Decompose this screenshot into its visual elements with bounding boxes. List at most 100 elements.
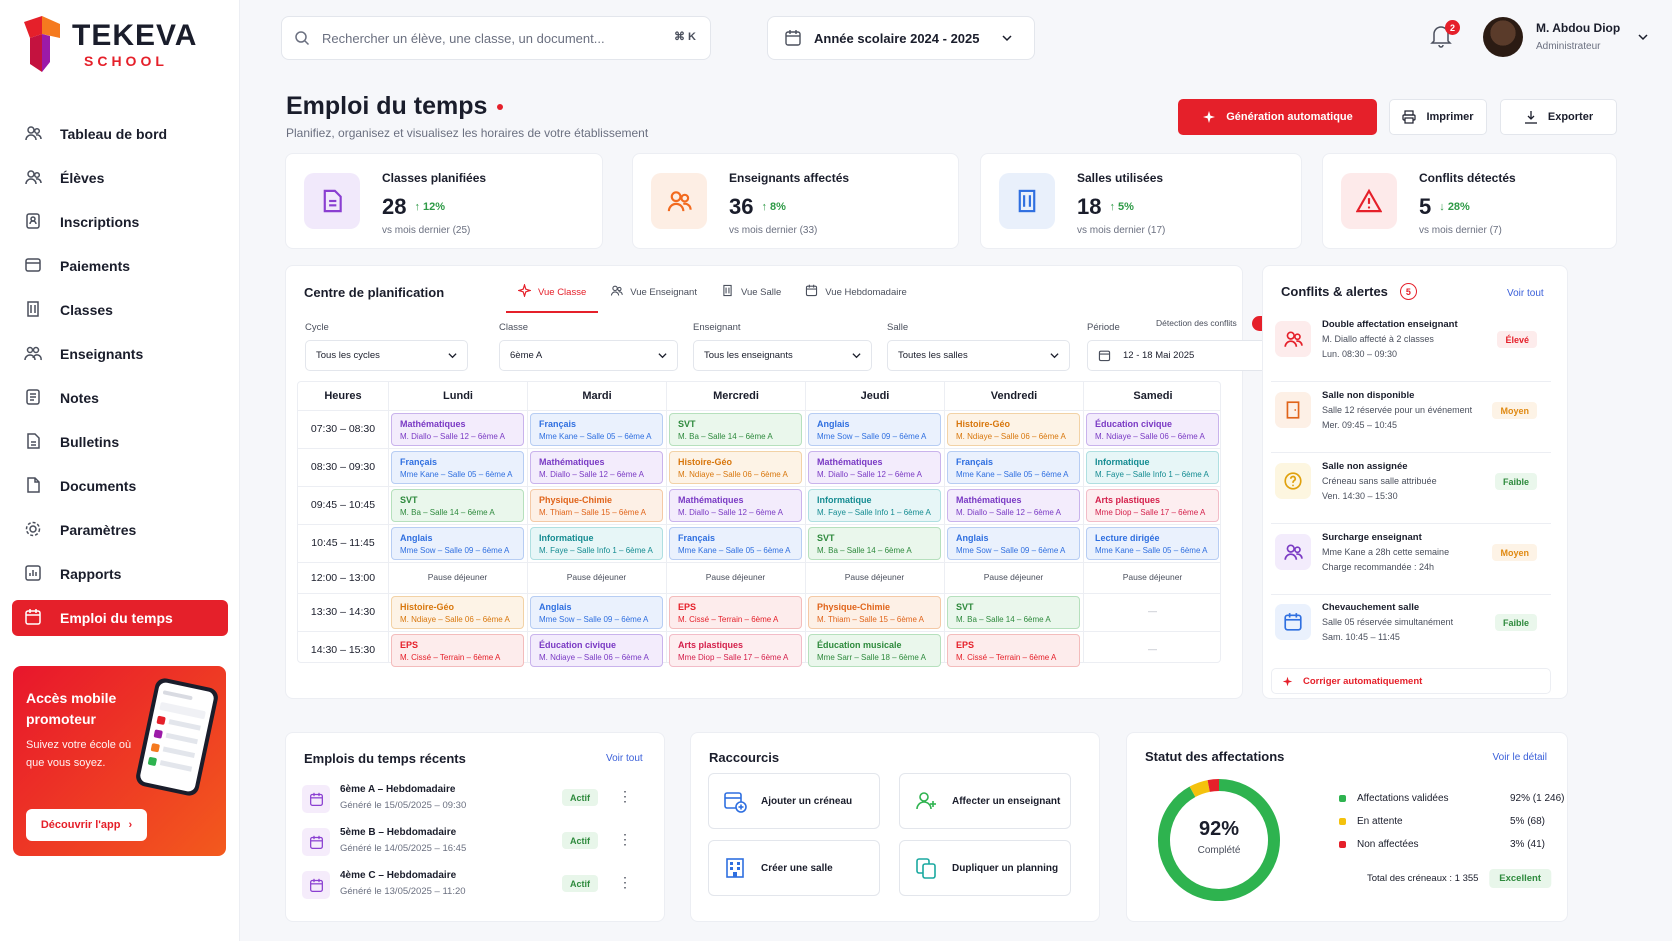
- recent-item[interactable]: 5ème B – Hebdomadaire Généré le 14/05/20…: [302, 824, 634, 866]
- empty-slot[interactable]: —: [1148, 644, 1157, 654]
- conflict-item[interactable]: Surcharge enseignant Mme Kane a 28h cett…: [1271, 532, 1543, 584]
- shortcuts-title: Raccourcis: [709, 750, 780, 765]
- grid-row-divider: [298, 410, 1220, 411]
- sidebar-item-notes[interactable]: Notes: [12, 376, 228, 420]
- timetable-cell[interactable]: Lecture dirigée Mme Kane – Salle 05 – 6èm…: [1086, 527, 1219, 560]
- promo-card: Accès mobile promoteur Suivez votre écol…: [13, 666, 226, 856]
- recent-item[interactable]: 4ème C – Hebdomadaire Généré le 13/05/20…: [302, 867, 634, 909]
- timetable-cell[interactable]: Mathématiques M. Diallo – Salle 12 – 6ème…: [808, 451, 941, 484]
- user-menu-chevron-icon[interactable]: [1638, 32, 1648, 42]
- timetable-cell[interactable]: Arts plastiques Mme Diop – Salle 17 – 6èm…: [1086, 489, 1219, 522]
- sidebar-item-classes[interactable]: Classes: [12, 288, 228, 332]
- conflict-item[interactable]: Salle non assignée Créneau sans salle at…: [1271, 461, 1543, 513]
- timetable-cell[interactable]: Éducation civique M. Ndiaye – Salle 06 – …: [1086, 413, 1219, 446]
- salle-select[interactable]: Toutes les salles: [887, 340, 1070, 371]
- cell-subject: Éducation civique: [539, 640, 617, 650]
- sidebar-item-paiements[interactable]: Paiements: [12, 244, 228, 288]
- timetable-cell[interactable]: Français Mme Kane – Salle 05 – 6ème A: [391, 451, 524, 484]
- timetable-cell[interactable]: Anglais Mme Sow – Salle 09 – 6ème A: [530, 596, 663, 629]
- tab-vue-hebdomadaire[interactable]: Vue Hebdomadaire: [793, 277, 919, 307]
- add-slot-shortcut[interactable]: Ajouter un créneau: [708, 773, 880, 829]
- recent-see-all-link[interactable]: Voir tout: [606, 753, 643, 764]
- search-input[interactable]: Rechercher un élève, une classe, un docu…: [281, 16, 711, 60]
- timetable-cell[interactable]: Histoire-Géo M. Ndiaye – Salle 06 – 6ème …: [669, 451, 802, 484]
- classe-select[interactable]: 6ème A: [499, 340, 678, 371]
- conflict-item[interactable]: Salle non disponible Salle 12 réservée p…: [1271, 390, 1543, 442]
- building-icon: [726, 858, 744, 878]
- timetable-cell[interactable]: Français Mme Kane – Salle 05 – 6ème A: [530, 413, 663, 446]
- tab-vue-classe[interactable]: Vue Classe: [506, 277, 599, 313]
- timetable-cell[interactable]: SVT M. Ba – Salle 14 – 6ème A: [391, 489, 524, 522]
- page-title: Emploi du temps: [286, 92, 488, 120]
- school-year-select[interactable]: Année scolaire 2024 - 2025: [767, 16, 1035, 60]
- conflict-item[interactable]: Double affectation enseignant M. Diallo …: [1271, 319, 1543, 371]
- timetable-cell[interactable]: EPS M. Cissé – Terrain – 6ème A: [391, 634, 524, 667]
- more-menu-icon[interactable]: ⋮: [618, 788, 632, 804]
- sidebar-item-inscriptions[interactable]: Inscriptions: [12, 200, 228, 244]
- sidebar-item-parametres[interactable]: Paramètres: [12, 508, 228, 552]
- timetable-cell[interactable]: Français Mme Kane – Salle 05 – 6ème A: [669, 527, 802, 560]
- timetable-cell[interactable]: Arts plastiques Mme Diop – Salle 17 – 6èm…: [669, 634, 802, 667]
- timetable-cell[interactable]: Éducation musicale Mme Sarr – Salle 18 – …: [808, 634, 941, 667]
- timetable-cell[interactable]: Histoire-Géo M. Ndiaye – Salle 06 – 6ème …: [947, 413, 1080, 446]
- print-button[interactable]: Imprimer: [1389, 99, 1487, 135]
- cell-subject: Physique-Chimie: [539, 495, 613, 505]
- cell-subject: EPS: [956, 640, 975, 650]
- timetable-cell[interactable]: Informatique M. Faye – Salle Info 1 – 6èm…: [1086, 451, 1219, 484]
- periode-select[interactable]: 12 - 18 Mai 2025: [1087, 340, 1282, 371]
- user-avatar[interactable]: [1483, 17, 1523, 57]
- timetable-cell[interactable]: SVT M. Ba – Salle 14 – 6ème A: [669, 413, 802, 446]
- cycle-select[interactable]: Tous les cycles: [305, 340, 468, 371]
- grid-time-label: 14:30 – 15:30: [310, 644, 376, 656]
- timetable-cell[interactable]: EPS M. Cissé – Terrain – 6ème A: [947, 634, 1080, 667]
- more-menu-icon[interactable]: ⋮: [618, 831, 632, 847]
- sidebar-item-enseignants[interactable]: Enseignants: [12, 332, 228, 376]
- timetable-cell[interactable]: Français Mme Kane – Salle 05 – 6ème A: [947, 451, 1080, 484]
- discover-app-button[interactable]: Découvrir l'app ›: [26, 809, 147, 841]
- timetable-cell[interactable]: SVT M. Ba – Salle 14 – 6ème A: [947, 596, 1080, 629]
- sidebar-item-emploi-du-temps[interactable]: Emploi du temps: [12, 600, 228, 636]
- timetable-cell[interactable]: Anglais Mme Sow – Salle 09 – 6ème A: [391, 527, 524, 560]
- timetable-cell[interactable]: Physique-Chimie M. Thiam – Salle 15 – 6èm…: [808, 596, 941, 629]
- timetable-cell[interactable]: SVT M. Ba – Salle 14 – 6ème A: [808, 527, 941, 560]
- create-room-shortcut[interactable]: Créer une salle: [708, 840, 880, 896]
- sidebar-item-bulletins[interactable]: Bulletins: [12, 420, 228, 464]
- empty-slot[interactable]: —: [1148, 606, 1157, 616]
- tab-vue-enseignant[interactable]: Vue Enseignant: [598, 277, 709, 307]
- timetable-cell[interactable]: Mathématiques M. Diallo – Salle 12 – 6ème…: [391, 413, 524, 446]
- recent-item[interactable]: 6ème A – Hebdomadaire Généré le 15/05/20…: [302, 781, 634, 823]
- timetable-cell[interactable]: Mathématiques M. Diallo – Salle 12 – 6ème…: [947, 489, 1080, 522]
- sidebar-item-eleves[interactable]: Élèves: [12, 156, 228, 200]
- timetable-cell[interactable]: Éducation civique M. Ndiaye – Salle 06 – …: [530, 634, 663, 667]
- sidebar-item-rapports[interactable]: Rapports: [12, 552, 228, 596]
- stat-title: Salles utilisées: [1077, 171, 1164, 185]
- sidebar-item-documents[interactable]: Documents: [12, 464, 228, 508]
- status-detail-link[interactable]: Voir le détail: [1492, 752, 1547, 763]
- brand-logo[interactable]: TEKEVA SCHOOL: [20, 14, 197, 76]
- notifications-button[interactable]: 2: [1430, 20, 1460, 52]
- timetable-cell[interactable]: Mathématiques M. Diallo – Salle 12 – 6ème…: [530, 451, 663, 484]
- more-menu-icon[interactable]: ⋮: [618, 874, 632, 890]
- tab-vue-salle[interactable]: Vue Salle: [709, 277, 793, 307]
- timetable-cell[interactable]: Informatique M. Faye – Salle Info 1 – 6èm…: [530, 527, 663, 560]
- enseignant-select[interactable]: Tous les enseignants: [693, 340, 872, 371]
- timetable-cell[interactable]: EPS M. Cissé – Terrain – 6ème A: [669, 596, 802, 629]
- timetable-cell[interactable]: Anglais Mme Sow – Salle 09 – 6ème A: [808, 413, 941, 446]
- conflict-divider: [1271, 594, 1551, 595]
- cell-subject: Informatique: [539, 533, 594, 543]
- timetable-cell[interactable]: Informatique M. Faye – Salle Info 1 – 6èm…: [808, 489, 941, 522]
- timetable-cell[interactable]: Histoire-Géo M. Ndiaye – Salle 06 – 6ème …: [391, 596, 524, 629]
- timetable-cell[interactable]: Physique-Chimie M. Thiam – Salle 15 – 6èm…: [530, 489, 663, 522]
- sidebar-item-tableau-de-bord[interactable]: Tableau de bord: [12, 112, 228, 156]
- duplicate-planning-shortcut[interactable]: Dupliquer un planning: [899, 840, 1071, 896]
- assign-teacher-shortcut[interactable]: Affecter un enseignant: [899, 773, 1071, 829]
- conflict-title: Double affectation enseignant: [1322, 319, 1458, 330]
- auto-fix-button[interactable]: Corriger automatiquement: [1271, 668, 1551, 694]
- conflicts-see-all-link[interactable]: Voir tout: [1507, 288, 1544, 299]
- export-button[interactable]: Exporter: [1500, 99, 1617, 135]
- timetable-cell[interactable]: Mathématiques M. Diallo – Salle 12 – 6ème…: [669, 489, 802, 522]
- auto-generate-button[interactable]: Génération automatique: [1178, 99, 1377, 135]
- conflict-item[interactable]: Chevauchement salle Salle 05 réservée si…: [1271, 602, 1543, 654]
- user-name[interactable]: M. Abdou Diop: [1536, 21, 1621, 35]
- timetable-cell[interactable]: Anglais Mme Sow – Salle 09 – 6ème A: [947, 527, 1080, 560]
